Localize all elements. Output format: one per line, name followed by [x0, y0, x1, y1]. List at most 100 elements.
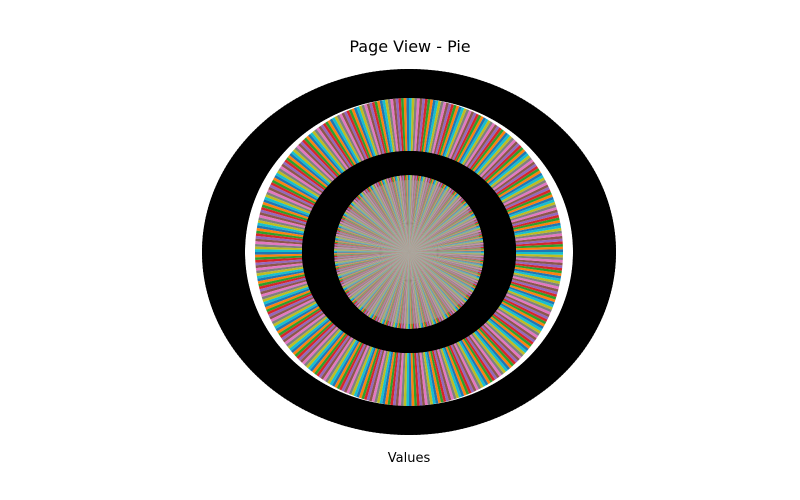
slice-name-label [511, 99, 529, 121]
slice-name-label [506, 386, 523, 408]
slice-name-label [522, 376, 540, 397]
slice-name-label [236, 146, 258, 163]
slice-name-label [283, 103, 301, 125]
slice-name-label [524, 374, 543, 395]
slice-name-label [567, 156, 589, 173]
slice-name-label [281, 105, 299, 126]
slice-name-label [272, 372, 291, 393]
slice-name-label [468, 402, 481, 426]
slice-name-label [509, 384, 526, 406]
slice-name-label [330, 80, 344, 104]
slice-name-label [249, 354, 270, 373]
slice-name-label [252, 128, 273, 148]
slice-name-label [286, 381, 304, 403]
slice-name-label [324, 83, 338, 106]
slice-name-label [259, 121, 279, 141]
slice-name-label [225, 326, 248, 342]
slice-name-label [311, 393, 326, 416]
slice-name-label [527, 372, 546, 393]
slice-name-label [236, 341, 258, 358]
slice-name-label [301, 389, 318, 411]
slice-name-label [560, 341, 582, 358]
slice-name-label [269, 370, 289, 391]
slice-name-label [548, 354, 569, 373]
slice-name-label [511, 383, 529, 405]
slice-name-label [245, 350, 266, 368]
slice-name-label [509, 98, 526, 120]
x-axis-label: Values [388, 451, 431, 466]
slice-name-label [514, 381, 532, 403]
pie-inner-labels [301, 150, 517, 354]
slice-name-label [243, 348, 264, 366]
slice-name-label [259, 363, 279, 383]
slice-name-label [495, 89, 510, 112]
slice-name-label [235, 338, 257, 356]
slice-name-label [543, 126, 564, 146]
slice-name-label [241, 141, 262, 159]
slice-name-label [227, 329, 250, 345]
slice-name-label [524, 109, 543, 130]
slice-name-label [550, 352, 571, 371]
slice-name-label [245, 136, 266, 154]
slice-name-label [272, 111, 291, 132]
slice-name-label [480, 398, 494, 421]
slice-name-label [563, 151, 585, 168]
slice-name-label [262, 365, 282, 385]
slice-name-label [247, 352, 268, 371]
pie-outer-labels [201, 68, 617, 436]
slice-name-label [262, 119, 282, 139]
slice-name-label [267, 369, 286, 389]
slice-name-label [489, 394, 504, 417]
slice-name-label [558, 343, 579, 361]
slice-name-label [295, 96, 312, 118]
slice-name-label [278, 376, 296, 397]
slice-name-label [556, 141, 577, 159]
slice-name-label [536, 365, 556, 385]
pie-slices [254, 97, 564, 407]
slice-name-label [477, 399, 491, 423]
slice-name-label [247, 133, 268, 152]
slice-name-label [558, 143, 579, 161]
slice-name-label [304, 91, 321, 114]
slice-name-label [308, 89, 323, 112]
slice-name-label [545, 356, 566, 376]
slice-name-label [539, 363, 559, 383]
slice-name-label [283, 379, 301, 401]
slice-name-label [492, 88, 507, 111]
slice-name-label [229, 331, 251, 348]
slice-name-label [522, 107, 540, 128]
slice-name-label [527, 111, 546, 132]
slice-name-label [235, 148, 257, 166]
slice-name-label [239, 343, 260, 361]
slice-name-label [298, 94, 315, 117]
slice-name-label [519, 378, 537, 399]
slice-name-label [495, 392, 510, 415]
slice-name-label [548, 131, 569, 150]
slice-name-label [503, 94, 520, 117]
slice-name-label [278, 107, 296, 128]
slice-name-label [471, 401, 484, 425]
slice-name-label [492, 393, 507, 416]
slice-name-label [320, 84, 335, 107]
slice-name-label [536, 119, 556, 139]
slice-name-label [314, 87, 329, 110]
slice-name-label [560, 146, 582, 163]
slice-name-label [532, 369, 551, 389]
slice-name-label [252, 356, 273, 376]
slice-name-label [483, 397, 498, 420]
slice-name-label [254, 358, 275, 378]
slice-name-label [568, 159, 591, 175]
slice-name-label [292, 384, 309, 406]
slice-name-label [552, 136, 573, 154]
slice-name-label [327, 81, 341, 105]
slice-name-label [517, 379, 535, 401]
slice-name-label [254, 126, 275, 146]
slice-name-label [241, 345, 262, 363]
slice-name-label [257, 361, 277, 380]
slice-percent-label [497, 250, 517, 256]
slice-name-label [556, 345, 577, 363]
pie-center-blend [337, 180, 481, 324]
slice-name-label [545, 128, 566, 148]
slice-name-label [286, 101, 304, 123]
